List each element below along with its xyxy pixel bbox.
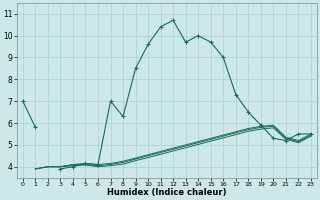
X-axis label: Humidex (Indice chaleur): Humidex (Indice chaleur) xyxy=(107,188,227,197)
